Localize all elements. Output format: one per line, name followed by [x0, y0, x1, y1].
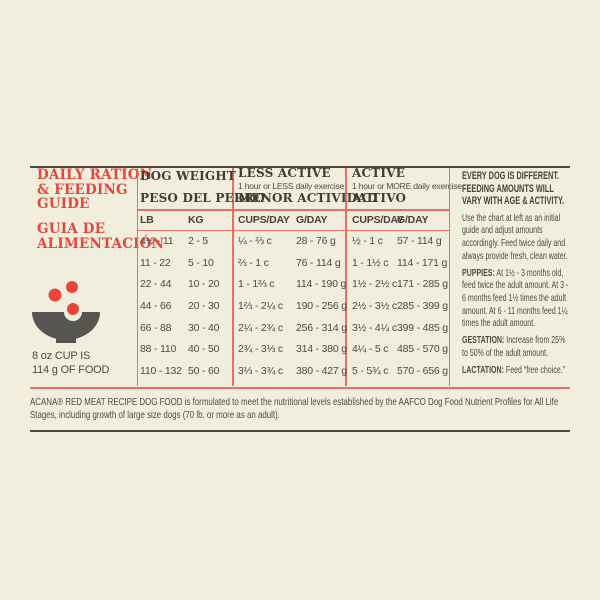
- kg-cell: 30 - 40: [188, 321, 220, 334]
- lb-cell: 11 - 22: [140, 256, 171, 269]
- lb-cell: 66 - 88: [140, 321, 172, 334]
- lactation-note: LACTATION: Feed “free choice.”: [462, 364, 571, 377]
- title-line: & FEEDING: [37, 181, 128, 198]
- gestation-note: GESTATION: Increase from 25% to 50% of t…: [462, 334, 571, 359]
- grams-cell: 57 - 114 g: [397, 235, 442, 247]
- lb-column-header: LB: [140, 214, 154, 226]
- grams-cell: 256 - 314 g: [296, 321, 347, 334]
- bowl-with-kibble-icon: [32, 281, 100, 343]
- grams-cell: 28 - 76 g: [296, 235, 336, 247]
- aafco-footnote-wrap: ACANA® RED MEAT RECIPE DOG FOOD is formu…: [30, 396, 570, 422]
- lb-cell: 88 - 110: [140, 343, 177, 356]
- puppies-note: PUPPIES: At 1½ - 3 months old, feed twic…: [462, 267, 571, 331]
- cups-cell: 2½ - 3½ c: [352, 300, 397, 313]
- kg-cell: 20 - 30: [188, 300, 220, 313]
- grams-cell: 485 - 570 g: [397, 343, 448, 356]
- info-intro: Use the chart at left as an initial guid…: [462, 211, 568, 262]
- kg-cell: 5 - 10: [188, 256, 214, 269]
- kg-column-header: KG: [188, 214, 204, 226]
- info-heading: EVERY DOG IS DIFFERENT. FEEDING AMOUNTS …: [462, 170, 565, 208]
- daily-ration-title: DAILY RATION & FEEDING GUIDE: [37, 168, 152, 212]
- peso-del-perro-header: PESO DEL PERRO: [140, 191, 266, 205]
- gestation-text: Increase from 25% to 50% of the adult am…: [462, 334, 566, 359]
- grams-cell: 285 - 399 g: [397, 300, 448, 313]
- cups-cell: 1½ - 2½ c: [352, 278, 397, 291]
- top-rule: [30, 166, 570, 168]
- cup-size-note: 8 oz CUP IS 114 g OF FOOD: [32, 350, 109, 377]
- less-active-header: LESS ACTIVE: [238, 166, 331, 180]
- puppies-label: PUPPIES:: [462, 266, 495, 279]
- lb-cell: 22 - 44: [140, 278, 172, 291]
- grams-cell: 114 - 190 g: [296, 278, 347, 291]
- kg-column: 2 - 5 5 - 10 10 - 20 20 - 30 30 - 40 40 …: [188, 231, 219, 383]
- active-header-block: ACTIVE 1 hour or MORE daily exercise ACT…: [352, 167, 462, 204]
- lactation-text: Feed “free choice.”: [505, 363, 565, 376]
- column-separator: [136, 168, 138, 386]
- less-active-header-block: LESS ACTIVE 1 hour or LESS daily exercis…: [238, 167, 377, 204]
- lb-cell: 4½ - 11: [140, 235, 174, 247]
- table-bottom-rule: [30, 387, 570, 389]
- title-line: ALIMENTACIÓN: [37, 235, 165, 252]
- cups-cell: ¼ - ⅔ c: [238, 235, 272, 247]
- cups-cell: ½ - 1 c: [352, 235, 383, 247]
- grams-cell: 399 - 485 g: [397, 321, 448, 334]
- cups-cell: 1⅔ - 2¼ c: [238, 300, 283, 313]
- guia-alimentacion-title: GUIA DE ALIMENTACIÓN: [37, 222, 164, 251]
- active-subtitle: 1 hour or MORE daily exercise: [352, 181, 462, 191]
- title-line: GUIDE: [37, 196, 90, 212]
- active-cups-column: ½ - 1 c 1 - 1½ c 1½ - 2½ c 2½ - 3½ c 3½ …: [352, 231, 397, 383]
- cups-cell: 2¼ - 2¾ c: [238, 321, 283, 334]
- kg-cell: 2 - 5: [188, 235, 209, 247]
- active-grams-column: 57 - 114 g 114 - 171 g 171 - 285 g 285 -…: [397, 231, 448, 383]
- grams-cell: 114 - 171 g: [397, 256, 448, 269]
- header-rule: [137, 209, 449, 211]
- less-active-subtitle: 1 hour or LESS daily exercise: [238, 181, 345, 191]
- title-line: DAILY RATION: [37, 167, 153, 183]
- puppies-text: At 1½ - 3 months old, feed twice the adu…: [462, 266, 569, 330]
- activo-header: ACTIVO: [352, 191, 407, 205]
- kg-cell: 50 - 60: [188, 365, 220, 378]
- cups-cell: 3⅓ - 3¾ c: [238, 365, 283, 378]
- grams-cell: 314 - 380 g: [296, 343, 347, 356]
- cups-cell: 4¼ - 5 c: [352, 343, 389, 356]
- cups-cell: ⅔ - 1 c: [238, 256, 269, 269]
- cup-note-line: 114 g OF FOOD: [32, 363, 110, 376]
- active-grams-header: G/DAY: [397, 214, 429, 226]
- cups-cell: 2¾ - 3⅓ c: [238, 343, 283, 356]
- grams-cell: 570 - 656 g: [397, 365, 448, 378]
- cup-note-line: 8 oz CUP IS: [32, 350, 91, 362]
- grams-cell: 76 - 114 g: [296, 256, 341, 269]
- bottom-rule: [30, 430, 570, 432]
- gestation-label: GESTATION:: [462, 334, 505, 347]
- column-separator: [345, 168, 347, 386]
- column-separator: [232, 168, 234, 386]
- less-active-cups-column: ¼ - ⅔ c ⅔ - 1 c 1 - 1⅔ c 1⅔ - 2¼ c 2¼ - …: [238, 231, 283, 383]
- title-line: GUIA DE: [37, 221, 106, 237]
- cups-cell: 1 - 1½ c: [352, 256, 389, 269]
- grams-cell: 171 - 285 g: [397, 278, 448, 291]
- active-header: ACTIVE: [352, 166, 406, 180]
- info-panel: EVERY DOG IS DIFFERENT. FEEDING AMOUNTS …: [462, 170, 572, 380]
- dog-weight-header: DOG WEIGHT: [140, 169, 237, 183]
- grams-cell: 380 - 427 g: [296, 365, 347, 378]
- menor-actividad-header: MENOR ACTIVIDAD: [238, 191, 378, 205]
- kg-cell: 40 - 50: [188, 343, 220, 356]
- grams-cell: 190 - 256 g: [296, 300, 347, 313]
- aafco-footnote: ACANA® RED MEAT RECIPE DOG FOOD is formu…: [30, 396, 559, 421]
- lb-column: 4½ - 11 11 - 22 22 - 44 44 - 66 66 - 88 …: [140, 231, 182, 383]
- cups-cell: 5 - 5¾ c: [352, 365, 389, 378]
- lb-cell: 44 - 66: [140, 300, 172, 313]
- cups-cell: 3½ - 4¼ c: [352, 321, 397, 334]
- subheader-rule: [137, 229, 449, 231]
- lactation-label: LACTATION:: [462, 363, 504, 376]
- less-active-cups-header: CUPS/DAY: [238, 214, 290, 226]
- lb-cell: 110 - 132: [140, 365, 182, 378]
- cups-cell: 1 - 1⅔ c: [238, 278, 275, 291]
- kg-cell: 10 - 20: [188, 278, 220, 291]
- less-active-grams-header: G/DAY: [296, 214, 328, 226]
- active-cups-header: CUPS/DAY: [352, 214, 404, 226]
- less-active-grams-column: 28 - 76 g 76 - 114 g 114 - 190 g 190 - 2…: [296, 231, 347, 383]
- column-separator: [448, 168, 450, 386]
